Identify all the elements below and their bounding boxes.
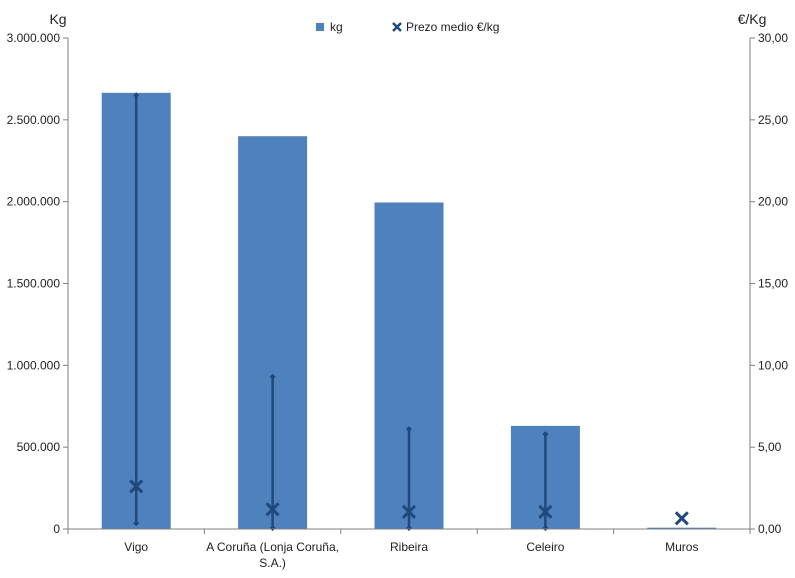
price-range-cap	[406, 426, 412, 433]
left-tick-label: 1.500.000	[7, 277, 61, 291]
left-axis-title: Kg	[49, 11, 66, 27]
price-range-cap	[269, 373, 276, 380]
price-marker-x	[674, 511, 689, 526]
price-marker-x	[129, 479, 144, 494]
bar-kg	[647, 527, 717, 529]
price-range-cap	[406, 525, 412, 532]
legend-swatch-kg	[316, 23, 324, 31]
right-axis-ticks: 0,00 5,00 10,00 15,00 20,00 25,00 30,00	[750, 31, 788, 536]
right-tick-label: 30,00	[758, 31, 788, 45]
category-label: Ribeira	[390, 540, 428, 554]
right-tick-label: 25,00	[758, 113, 788, 127]
price-marker-x	[401, 504, 417, 519]
price-range-cap	[542, 431, 549, 438]
category-label: A Coruña (Lonja Coruña,	[206, 540, 339, 554]
right-tick-label: 0,00	[758, 522, 782, 536]
price-marker-x	[538, 504, 553, 519]
right-tick-label: 10,00	[758, 358, 788, 372]
left-tick-label: 3.000.000	[7, 31, 61, 45]
x-axis-ticks: Vigo A Coruña (Lonja Coruña, S.A.) Ribeira C…	[67, 529, 751, 570]
right-tick-label: 15,00	[758, 277, 788, 291]
left-tick-label: 2.500.000	[7, 113, 61, 127]
right-tick-label: 5,00	[758, 440, 782, 454]
category-label: Vigo	[124, 540, 148, 554]
category-label: Celeiro	[526, 540, 564, 554]
left-tick-label: 2.000.000	[7, 195, 61, 209]
price-range-cap	[269, 525, 276, 532]
left-tick-label: 500.000	[17, 440, 61, 454]
left-tick-label: 0	[53, 522, 60, 536]
legend-label-price: Prezo medio €/kg	[406, 20, 499, 34]
price-range-cap	[542, 525, 549, 532]
left-axis-ticks: 0 500.000 1.000.000 1.500.000 2.000.000 2.500…	[7, 31, 68, 536]
whisker-layer	[129, 92, 689, 532]
category-label: Muros	[665, 540, 698, 554]
price-range-cap	[133, 520, 140, 527]
legend: kg Prezo medio €/kg	[316, 20, 499, 34]
legend-label-kg: kg	[330, 20, 343, 34]
right-tick-label: 20,00	[758, 195, 788, 209]
category-label: S.A.)	[259, 556, 286, 570]
right-axis-title: €/Kg	[738, 11, 767, 27]
left-tick-label: 1.000.000	[7, 358, 61, 372]
price-range-cap	[133, 92, 140, 99]
legend-marker-x	[392, 22, 402, 32]
price-marker-x	[265, 502, 280, 517]
